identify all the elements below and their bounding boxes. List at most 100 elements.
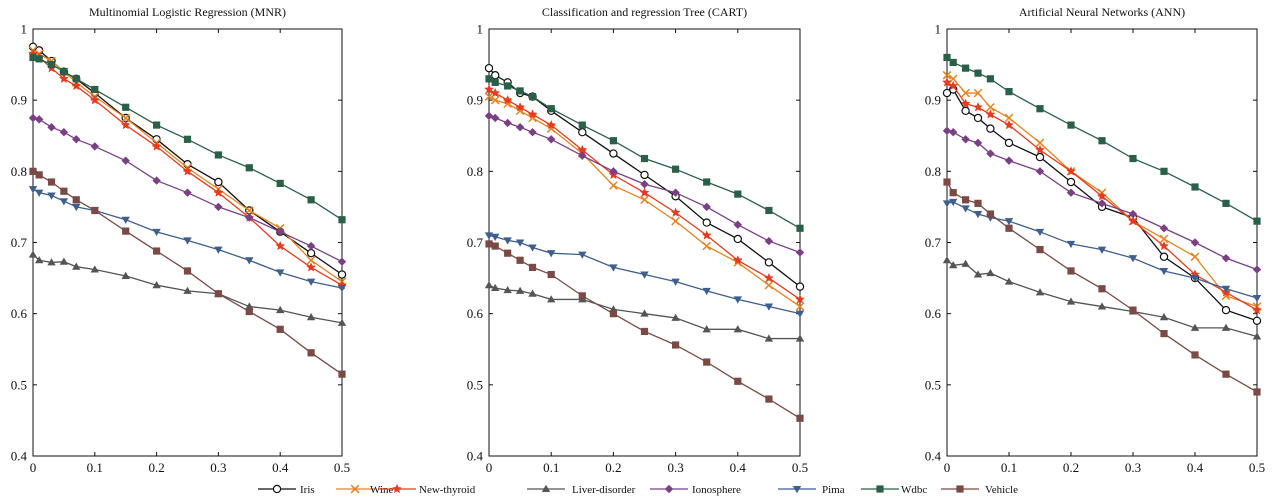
- x-tick-label: 0.4: [730, 460, 747, 475]
- data-point-new-thyroid: [941, 77, 953, 87]
- data-point-wdbc: [1129, 154, 1137, 163]
- data-point-liver-disorder: [671, 313, 680, 321]
- data-point-vehicle: [35, 171, 43, 179]
- data-point-liver-disorder: [1035, 288, 1045, 296]
- data-point-liver-disorder: [733, 325, 742, 333]
- data-point-new-thyroid: [483, 84, 495, 94]
- data-point-new-thyroid: [1003, 119, 1015, 130]
- x-tick-label: 0.5: [334, 460, 350, 475]
- x-tick-label: 0.5: [1249, 460, 1265, 475]
- series-liver-disorder: [942, 256, 1262, 340]
- data-point-ionosphere: [1221, 253, 1231, 263]
- data-point-vehicle: [986, 210, 994, 218]
- data-point-ionosphere: [986, 149, 995, 158]
- data-point-wdbc: [91, 85, 99, 94]
- x-tick-label: 0.5: [792, 460, 808, 475]
- data-point-vehicle: [183, 267, 192, 275]
- data-point-pima: [547, 250, 556, 258]
- chart-title: Multinomial Logistic Regression (MNR): [89, 5, 286, 19]
- data-point-ionosphere: [90, 142, 99, 151]
- data-point-pima: [942, 200, 952, 208]
- data-point-pima: [1066, 240, 1076, 249]
- data-point-wine: [306, 255, 316, 265]
- y-tick-label: 0.5: [467, 377, 483, 392]
- y-tick-label: 0.4: [467, 449, 484, 464]
- data-point-wdbc: [796, 224, 804, 232]
- data-point-pima: [961, 205, 970, 213]
- data-point-wine: [702, 241, 712, 251]
- data-point-liver-disorder: [515, 286, 525, 294]
- series-line-pima: [946, 201, 1258, 299]
- data-point-wdbc: [949, 58, 957, 67]
- data-point-wdbc: [547, 105, 555, 113]
- y-tick-label: 0.9: [467, 93, 483, 108]
- data-point-ionosphere: [34, 115, 44, 124]
- data-point-ionosphere: [1097, 199, 1107, 208]
- data-point-vehicle: [1005, 224, 1013, 232]
- series-vehicle: [943, 178, 1261, 396]
- data-point-pima: [1035, 228, 1045, 237]
- data-point-pima: [528, 244, 537, 252]
- data-point-new-thyroid: [985, 109, 996, 119]
- legend-marker-wdbc: [876, 485, 884, 493]
- y-tick-label: 0.8: [467, 164, 483, 179]
- data-point-vehicle: [672, 341, 680, 349]
- data-point-vehicle: [796, 414, 804, 422]
- x-tick-label: 0.2: [1063, 460, 1079, 475]
- y-tick-label: 0.6: [467, 306, 484, 321]
- data-point-liver-disorder: [986, 268, 995, 277]
- data-point-new-thyroid: [794, 294, 806, 304]
- data-point-new-thyroid: [960, 98, 971, 109]
- data-point-vehicle: [1036, 246, 1044, 254]
- data-point-liver-disorder: [28, 250, 38, 258]
- data-point-pima: [1004, 218, 1014, 226]
- data-point-iris: [1252, 316, 1262, 325]
- data-point-pima: [214, 246, 223, 254]
- data-point-liver-disorder: [72, 262, 81, 270]
- data-point-ionosphere: [491, 113, 500, 123]
- data-point-liver-disorder: [245, 302, 254, 310]
- series-liver-disorder: [28, 250, 347, 326]
- x-tick-label: 0: [486, 460, 493, 475]
- data-point-liver-disorder: [1190, 323, 1200, 331]
- data-point-vehicle: [765, 395, 773, 403]
- data-point-iris: [973, 113, 983, 123]
- data-point-wine: [490, 95, 500, 105]
- data-point-pima: [503, 237, 512, 245]
- legend: Iris Wine New-thyroid Liver-disorder Ionosph…: [258, 483, 1018, 496]
- series-vehicle: [485, 240, 804, 422]
- series-ionosphere: [28, 113, 347, 266]
- data-point-liver-disorder: [337, 318, 347, 326]
- data-point-liver-disorder: [47, 258, 56, 266]
- data-point-new-thyroid: [972, 101, 984, 112]
- legend-label: New-thyroid: [419, 484, 476, 496]
- data-point-vehicle: [504, 249, 512, 257]
- chart-title: Artificial Neural Networks (ANN): [1019, 5, 1185, 19]
- data-point-ionosphere: [547, 135, 556, 144]
- x-tick-label: 0.4: [272, 460, 289, 475]
- data-point-liver-disorder: [183, 286, 192, 294]
- data-point-wdbc: [640, 154, 649, 163]
- data-point-pima: [949, 198, 958, 207]
- legend-item-wdbc: Wdbc: [861, 484, 927, 496]
- data-point-iris: [795, 282, 805, 291]
- legend-label: Wdbc: [901, 484, 927, 496]
- data-point-vehicle: [962, 196, 970, 204]
- data-point-new-thyroid: [546, 119, 557, 130]
- data-point-wine: [1159, 234, 1169, 244]
- data-point-ionosphere: [47, 123, 56, 132]
- data-point-pima: [337, 285, 347, 293]
- data-point-wdbc: [47, 60, 56, 69]
- data-point-wdbc: [72, 75, 80, 83]
- series-new-thyroid: [27, 48, 348, 290]
- data-point-pima: [609, 264, 618, 272]
- data-point-ionosphere: [795, 248, 805, 257]
- x-tick-label: 0.1: [543, 460, 559, 475]
- data-point-vehicle: [214, 290, 222, 298]
- series-ionosphere: [484, 111, 805, 257]
- legend-item-liver-disorder: Liver-disorder: [527, 484, 636, 496]
- data-point-wdbc: [1067, 121, 1075, 129]
- data-point-vehicle: [276, 325, 284, 333]
- data-point-pima: [245, 257, 254, 265]
- data-point-vehicle: [516, 256, 524, 264]
